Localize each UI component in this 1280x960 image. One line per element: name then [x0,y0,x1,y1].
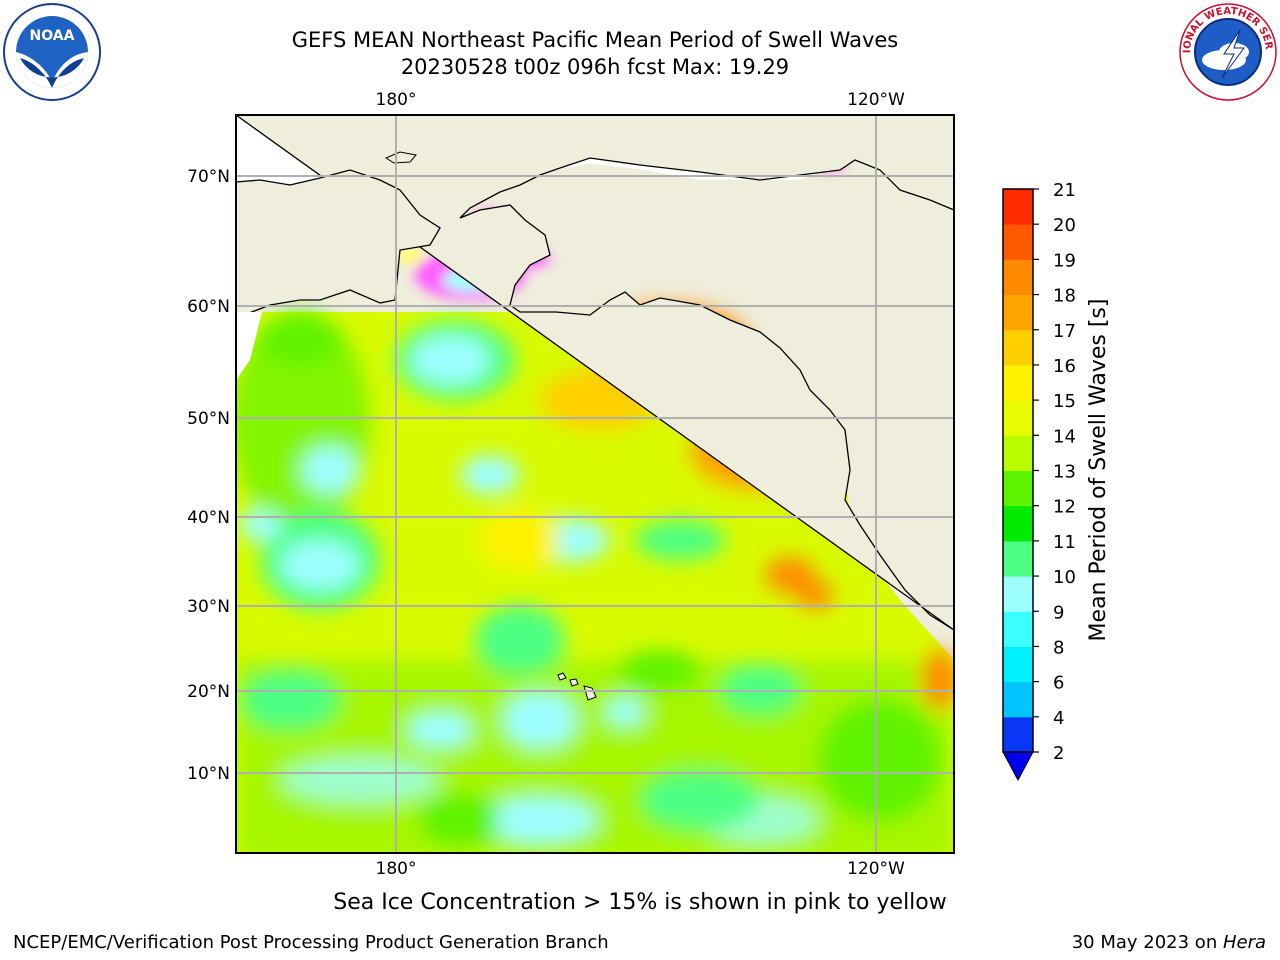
colorbar-swatch [1003,364,1033,401]
lat-label-70n: 70°N [187,167,230,187]
colorbar-swatch [1003,470,1033,507]
chart-subtitle: 20230528 t00z 096h fcst Max: 19.29 [400,55,790,79]
lat-label-60n: 60°N [187,297,230,317]
lon-label-top-180: 180° [376,90,417,110]
footer-date: 30 May 2023 on Hera [1072,932,1266,953]
colorbar-swatch [1003,435,1033,471]
colorbar-ticks: 2 4 6 8 9 10 11 12 13 14 15 16 17 18 19 20 21 [1033,180,1076,764]
colorbar-tick-label: 17 [1053,321,1076,342]
colorbar-swatch [1003,329,1033,366]
colorbar-tick-label: 10 [1053,567,1076,588]
colorbar-tick-label: 9 [1053,602,1064,623]
colorbar-tick-label: 14 [1053,426,1076,447]
lat-label-40n: 40°N [187,508,230,528]
footer-credit: NCEP/EMC/Verification Post Processing Pr… [13,932,609,953]
lat-label-20n: 20°N [187,682,230,702]
colorbar-tick-label: 12 [1053,497,1076,518]
colorbar-swatch [1003,294,1033,331]
colorbar-swatch [1003,505,1033,542]
colorbar-tick-label: 2 [1053,743,1064,764]
lat-label-50n: 50°N [187,409,230,429]
colorbar-tick-label: 13 [1053,462,1076,483]
colorbar-tick-label: 18 [1053,286,1076,307]
map-content [236,115,954,853]
colorbar-swatches [1002,188,1034,782]
colorbar-swatch [1003,716,1033,753]
hawaii-islands [557,672,597,701]
colorbar-under-triangle [1002,751,1034,782]
footer-date-text: 30 May 2023 on [1071,932,1223,953]
lat-label-30n: 30°N [187,597,230,617]
colorbar-tick-label: 11 [1053,532,1076,553]
chart-title: GEFS MEAN Northeast Pacific Mean Period … [291,28,899,52]
map-frame [235,114,955,854]
colorbar-swatch [1003,189,1033,225]
colorbar-tick-label: 8 [1053,637,1064,658]
colorbar-tick-label: 19 [1053,250,1076,271]
colorbar-tick-label: 6 [1053,673,1064,694]
noaa-logo-icon: NOAA [3,3,101,101]
graticule [236,115,954,853]
colorbar-tick-label: 20 [1053,215,1076,236]
colorbar-swatch [1003,681,1033,718]
sea-ice-note: Sea Ice Concentration > 15% is shown in … [333,890,947,915]
footer-machine: Hera [1222,932,1266,953]
colorbar-swatch [1003,224,1033,260]
lat-label-10n: 10°N [187,764,230,784]
lon-label-bottom-180: 180° [376,859,417,879]
colorbar-tick-label: 16 [1053,356,1076,377]
lon-label-top-120w: 120°W [847,90,905,110]
colorbar-swatch [1003,646,1033,683]
colorbar-swatch [1003,540,1033,577]
colorbar-tick-label: 15 [1053,391,1076,412]
colorbar-swatch [1003,259,1033,296]
siberia-coastline [236,115,441,319]
colorbar-swatch [1003,400,1033,436]
noaa-logo-text: NOAA [30,28,75,44]
lon-label-bottom-120w: 120°W [847,859,905,879]
colorbar-label: Mean Period of Swell Waves [s] [1086,299,1111,642]
nws-logo-icon: NATIONAL WEATHER SERVICE [1178,2,1277,101]
colorbar-swatch [1003,576,1033,612]
colorbar-tick-label: 21 [1053,180,1076,201]
colorbar-swatch [1003,611,1033,647]
colorbar-tick-label: 4 [1053,708,1064,729]
